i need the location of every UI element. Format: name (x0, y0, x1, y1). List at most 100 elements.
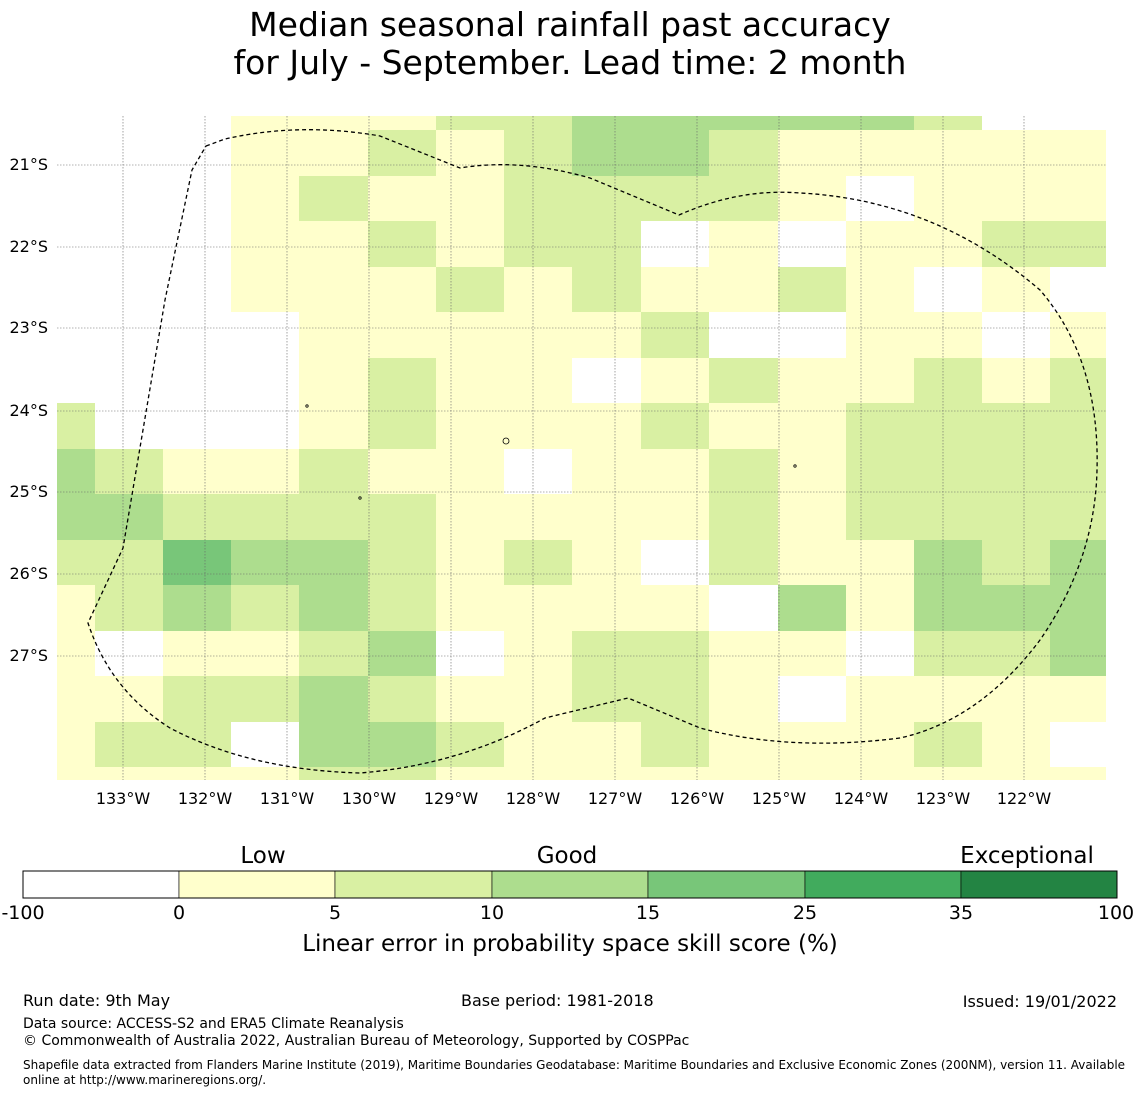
skill-cell (778, 312, 846, 358)
skill-cell (1050, 176, 1106, 221)
skill-cell (846, 312, 914, 358)
colorbar-frame (22, 870, 1118, 899)
skill-cell (95, 631, 163, 676)
map-title: Median seasonal rainfall past accuracy f… (0, 6, 1140, 82)
skill-cell (163, 540, 231, 585)
skill-cell (299, 449, 368, 494)
skill-cell (163, 403, 231, 449)
longitude-label: 133°W (95, 789, 151, 808)
skill-cell (778, 267, 846, 312)
skill-cell (368, 676, 436, 722)
skill-cell (572, 312, 641, 358)
skill-cell (1050, 585, 1106, 631)
skill-cell (163, 631, 231, 676)
skill-cell (368, 312, 436, 358)
skill-cell (231, 403, 299, 449)
skill-cell (368, 585, 436, 631)
skill-cell (1050, 267, 1106, 312)
latitude-label: 22°S (9, 237, 48, 256)
skill-cell (231, 312, 299, 358)
skill-cell (709, 116, 778, 130)
skill-cell (778, 358, 846, 403)
skill-cell (709, 312, 778, 358)
skill-cell (846, 449, 914, 494)
skill-cell (914, 449, 982, 494)
latitude-label: 23°S (9, 318, 48, 337)
skill-cell (436, 767, 504, 780)
skill-cell (914, 312, 982, 358)
skill-cell (163, 767, 231, 780)
skill-cell (846, 631, 914, 676)
longitude-label: 130°W (341, 789, 397, 808)
skill-cell (846, 267, 914, 312)
skill-cell (1050, 312, 1106, 358)
skill-cell (368, 267, 436, 312)
colorbar-swatch (491, 870, 649, 899)
skill-cell (95, 540, 163, 585)
skill-cell (982, 585, 1050, 631)
skill-cell (641, 267, 709, 312)
skill-cell (436, 130, 504, 176)
base-period: Base period: 1981-2018 (461, 991, 654, 1010)
colorbar-tick-label: 10 (479, 902, 505, 924)
skill-cell (846, 358, 914, 403)
skill-cell (57, 494, 95, 540)
skill-cell (914, 221, 982, 267)
skill-cell (914, 358, 982, 403)
skill-cell (231, 176, 299, 221)
skill-cell (1050, 494, 1106, 540)
skill-cell (709, 358, 778, 403)
colorbar-tick-label: 5 (328, 902, 342, 924)
skill-cell (982, 676, 1050, 722)
skill-cell (436, 221, 504, 267)
skill-cell (641, 358, 709, 403)
island (305, 404, 309, 408)
skill-cell (709, 631, 778, 676)
skill-cell (846, 722, 914, 767)
skill-cell (436, 403, 504, 449)
skill-cell (572, 494, 641, 540)
skill-cell (504, 116, 572, 130)
skill-cell (572, 221, 641, 267)
skill-cell (914, 403, 982, 449)
skill-cell (436, 540, 504, 585)
skill-cell (778, 449, 846, 494)
title-line-1: Median seasonal rainfall past accuracy (249, 5, 891, 44)
skill-cell (846, 767, 914, 780)
skill-cell (572, 267, 641, 312)
skill-cell (57, 631, 95, 676)
skill-cell (914, 267, 982, 312)
colorbar-tick-label: 25 (792, 902, 818, 924)
skill-cell (846, 540, 914, 585)
skill-cell (982, 540, 1050, 585)
skill-cell (504, 358, 572, 403)
skill-cell (163, 116, 231, 130)
skill-cell (95, 176, 163, 221)
latitude-label: 21°S (9, 155, 48, 174)
skill-cell (95, 267, 163, 312)
island (793, 464, 797, 468)
colorbar-category: Low (240, 843, 286, 869)
skill-cell (778, 176, 846, 221)
skill-cell (914, 676, 982, 722)
skill-cell (163, 722, 231, 767)
skill-cell (368, 116, 436, 130)
skill-cell (709, 494, 778, 540)
skill-cell (436, 267, 504, 312)
skill-cell (982, 494, 1050, 540)
skill-cell (436, 449, 504, 494)
skill-cell (778, 722, 846, 767)
skill-cell (982, 449, 1050, 494)
skill-cell (299, 221, 368, 267)
skill-cell (368, 631, 436, 676)
skill-cell (982, 722, 1050, 767)
skill-cell (846, 585, 914, 631)
skill-cell (778, 767, 846, 780)
skill-cell (57, 312, 95, 358)
skill-cell (641, 130, 709, 176)
skill-cell (57, 676, 95, 722)
skill-cell (231, 722, 299, 767)
skill-cell (95, 358, 163, 403)
skill-cell (368, 540, 436, 585)
skill-cell (95, 403, 163, 449)
